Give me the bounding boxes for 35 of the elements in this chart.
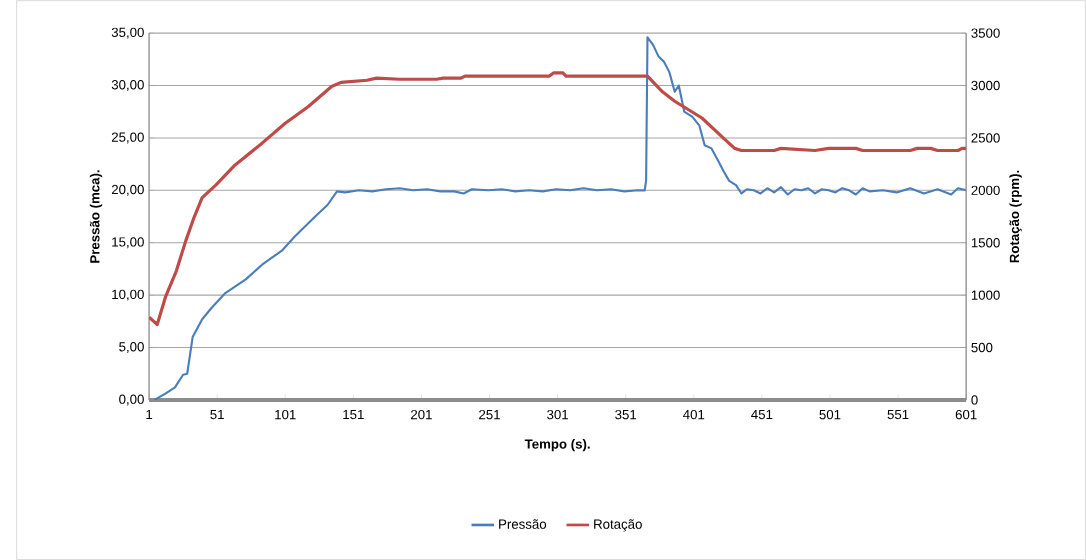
y-tick-label: 15,00: [112, 237, 144, 249]
y2-axis-title: Rotação (rpm).: [1009, 170, 1022, 263]
x-tick-label: 151: [343, 409, 364, 420]
y2-tick-label: 1000: [971, 290, 1000, 300]
y-tick-label: 0,00: [119, 394, 144, 406]
x-tick-label: 351: [615, 409, 637, 420]
x-tick-label: 1: [146, 409, 153, 419]
y2-tick-label: 3000: [971, 80, 1000, 91]
y2-tick-label: 0: [971, 395, 978, 405]
legend-label: Rotação: [594, 519, 642, 532]
y2-tick-label: 3500: [971, 28, 1000, 38]
x-tick-label: 451: [751, 409, 773, 420]
y2-tick-label: 2500: [971, 133, 1000, 143]
line-series: [153, 36, 967, 400]
x-tick-label: 501: [819, 409, 841, 420]
y-tick-label: 20,00: [111, 184, 144, 196]
x-tick-label: 251: [479, 409, 500, 420]
x-tick-label: 551: [887, 409, 909, 420]
x-tick-label: 101: [275, 409, 296, 420]
y-tick-label: 5,00: [119, 341, 144, 353]
y-tick-label: 10,00: [112, 289, 144, 301]
y2-tick-label: 1500: [971, 237, 1000, 248]
y-tick-label: 30,00: [111, 79, 144, 91]
x-tick-label: 601: [955, 409, 977, 420]
y-tick-label: 35,00: [111, 27, 144, 39]
y-axis-title: Pressão (mca).: [89, 170, 103, 263]
x-axis-title: Tempo (s).: [524, 438, 590, 452]
y2-tick-label: 2000: [971, 185, 1000, 195]
x-tick-label: 301: [547, 409, 569, 420]
y2-tick-label: 500: [971, 342, 993, 353]
y-tick-label: 25,00: [111, 132, 144, 144]
x-tick-label: 401: [683, 409, 705, 420]
legend-label: Pressão: [499, 519, 547, 529]
x-tick-label: 201: [411, 409, 432, 420]
x-tick-label: 51: [210, 409, 224, 420]
